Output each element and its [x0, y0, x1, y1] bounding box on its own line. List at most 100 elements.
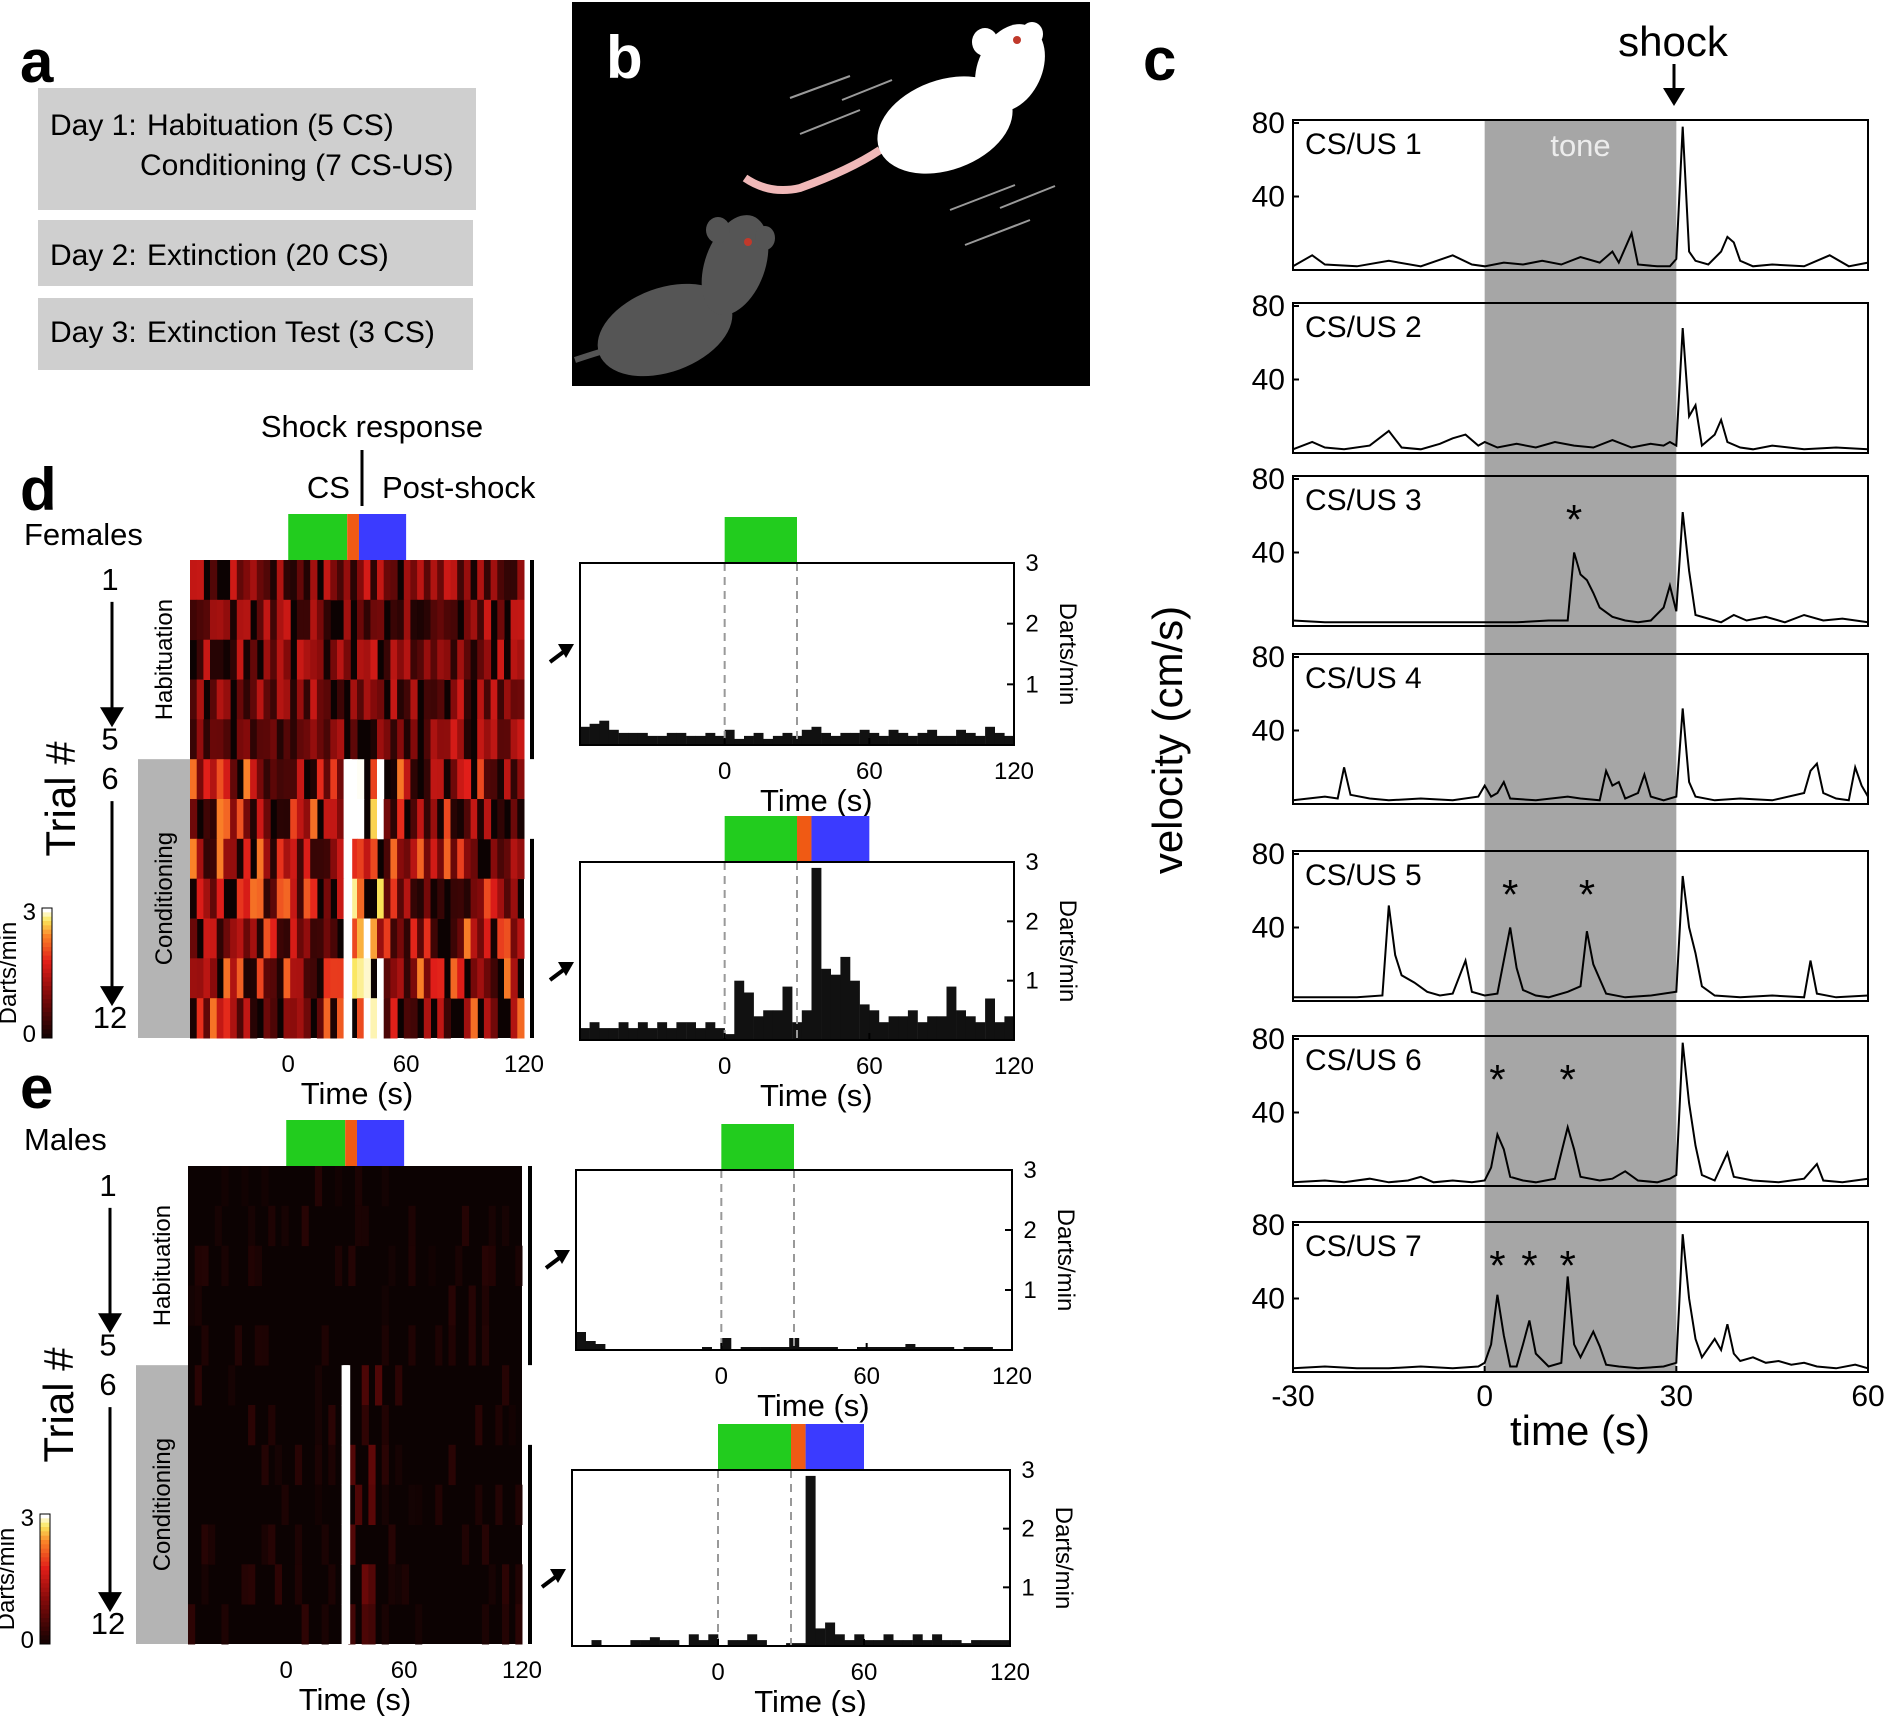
heatmap-cell [203, 799, 211, 840]
heatmap-cell [296, 838, 305, 880]
histogram-x-axis-label: Time (s) [760, 1078, 873, 1113]
heatmap-cell [310, 918, 318, 959]
protocol-day1-line1: Habituation (5 CS) [147, 109, 394, 142]
heatmap-x-axis-label: Time (s) [301, 1076, 414, 1111]
histogram-bar [657, 735, 668, 745]
histogram-bar [795, 1643, 806, 1646]
colorbar-swatch [40, 1639, 50, 1645]
heatmap-cell [430, 878, 438, 919]
heatmap-cell [221, 1166, 229, 1207]
heatmap-cell [190, 958, 198, 999]
heatmap-cell [276, 560, 284, 601]
colorbar-max-label: 3 [23, 899, 36, 926]
heatmap-cell [196, 639, 204, 680]
heatmap-cell [390, 679, 398, 720]
colorbar-swatch [42, 955, 52, 961]
histogram-bar [830, 735, 841, 745]
heatmap-cell [248, 1205, 256, 1247]
heatmap-cell [330, 799, 338, 840]
histogram-bar [708, 1634, 719, 1646]
heatmap-cell [361, 1604, 369, 1645]
histogram-bar [956, 1010, 966, 1040]
histogram-x-tick-label: 0 [715, 1363, 728, 1390]
heatmap-cell [443, 799, 451, 840]
heatmap-cell [410, 799, 418, 840]
heatmap-cell [470, 799, 478, 840]
heatmap-cell [283, 679, 291, 720]
heatmap-cell [263, 838, 271, 880]
heatmap-cell [350, 958, 358, 999]
heatmap-cell [437, 599, 445, 641]
heatmap-cell [463, 560, 472, 601]
trial-number-label: 1 [101, 562, 118, 597]
heatmap-cell [397, 719, 405, 760]
histogram-bar [961, 1643, 972, 1646]
heatmap-cell [477, 560, 485, 601]
significance-star: * [1489, 1242, 1505, 1289]
heatmap-cell [348, 1524, 356, 1565]
c-x-axis-label: time (s) [1510, 1407, 1650, 1454]
colorbar-swatch [42, 1025, 52, 1030]
heatmap-cell [203, 838, 211, 880]
heatmap-cell [230, 998, 238, 1039]
colorbar-swatch [42, 908, 52, 913]
heatmap-cell [190, 878, 198, 919]
heatmap-cell [303, 719, 311, 760]
trial-number-label: 12 [91, 1606, 125, 1641]
heatmap-cell [250, 639, 258, 680]
heatmap-cell [383, 998, 391, 1039]
heatmap-cell [230, 639, 238, 680]
heatmap-cell [510, 719, 518, 760]
colorbar-swatch [42, 1020, 52, 1026]
histogram-bar [834, 1634, 845, 1646]
heatmap-cell [417, 639, 425, 680]
heatmap-cell [261, 1325, 269, 1366]
colorbar-swatch [40, 1570, 50, 1576]
heatmap-cell [236, 599, 244, 641]
heatmap-cell [203, 639, 211, 680]
heatmap-cell [203, 958, 211, 999]
heatmap-cell [450, 878, 458, 919]
heatmap-cell [234, 1325, 242, 1366]
histogram-bar [886, 1347, 896, 1350]
heatmap-cell [290, 560, 298, 601]
histogram-bar [792, 735, 803, 745]
heatmap-cell [263, 759, 271, 800]
trial-number-label: 12 [93, 1000, 127, 1035]
heatmap-cell [403, 958, 411, 999]
heatmap-cell [450, 958, 458, 999]
heatmap-cell [188, 1285, 196, 1326]
colorbar-min-label: 0 [23, 1021, 36, 1048]
heatmap-cell [263, 998, 271, 1039]
heatmap-cell [477, 599, 485, 641]
heatmap-cell [357, 759, 365, 800]
heatmap-cell [350, 759, 358, 800]
colorbar-swatch [42, 1007, 52, 1013]
heatmap-cell [377, 958, 385, 999]
velocity-trace-line [1292, 126, 1869, 268]
heatmap-cell [470, 599, 478, 641]
colorbar-swatch [42, 968, 52, 974]
heatmap-cell [381, 1285, 389, 1326]
trace-frame [1292, 302, 1869, 454]
post-shock-bar [811, 816, 870, 862]
heatmap-cell [368, 1444, 376, 1486]
colorbar-swatch [42, 947, 52, 952]
c-y-tick-label: 40 [1252, 1097, 1285, 1130]
velocity-trace-line [1292, 708, 1869, 802]
heatmap-x-tick-label: 0 [280, 1657, 293, 1684]
heatmap-cell [495, 1405, 503, 1446]
histogram-x-tick-label: 0 [718, 758, 731, 785]
heatmap-cell [263, 958, 271, 999]
shock-bar [345, 1120, 357, 1166]
histogram-x-tick-label: 60 [856, 758, 883, 785]
heatmap-cell [290, 799, 298, 840]
heatmap-cell [250, 679, 258, 720]
heatmap-cell [310, 679, 318, 720]
histogram-bar [895, 1347, 906, 1350]
heatmap-cell [236, 799, 244, 840]
heatmap-cell [390, 599, 398, 641]
trial-arrow-head [98, 1313, 122, 1334]
heatmap-cell [470, 560, 478, 601]
histogram-bar [801, 729, 812, 745]
